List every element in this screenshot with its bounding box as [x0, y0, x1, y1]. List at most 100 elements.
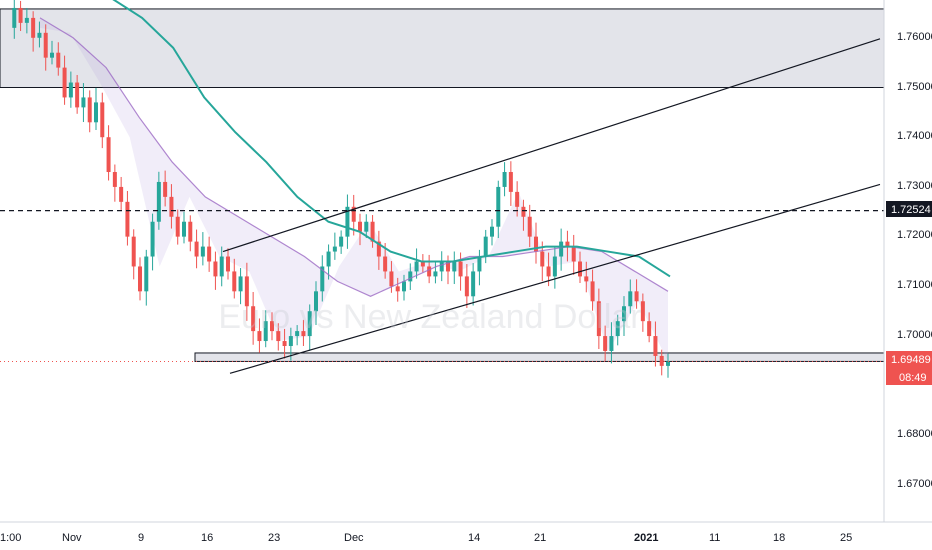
- candle-body: [502, 172, 507, 187]
- candle-body: [238, 276, 243, 292]
- candle-body: [175, 216, 180, 237]
- candle-body: [131, 236, 136, 267]
- last-price-badge: [886, 351, 932, 385]
- candle-body: [427, 266, 432, 277]
- candle-body: [169, 196, 174, 217]
- price-axis[interactable]: 1.76000 1.75000 1.74000 1.73000 1.72000 …: [897, 31, 932, 490]
- time-tick-label: Nov: [62, 532, 82, 544]
- price-tick-label: 1.68000: [897, 428, 932, 440]
- candle-body: [182, 221, 186, 237]
- candle-body: [471, 271, 476, 297]
- candle-body: [402, 281, 406, 292]
- candle-body: [590, 281, 595, 302]
- candle-body: [521, 206, 526, 217]
- candle-body: [395, 286, 400, 292]
- candle-body: [640, 301, 645, 322]
- candle-body: [213, 261, 218, 277]
- candle-body: [219, 256, 224, 277]
- candle-body: [320, 266, 325, 292]
- candle-body: [156, 181, 161, 222]
- candle-body: [332, 246, 337, 252]
- candle-body: [653, 336, 658, 356]
- price-tick-label: 1.71000: [897, 279, 932, 291]
- candle-body: [163, 181, 168, 197]
- candle-body: [603, 336, 608, 351]
- candle-body: [458, 261, 463, 277]
- candle-body: [307, 311, 312, 337]
- candle-body: [364, 221, 369, 232]
- channel-lower-line: [229, 183, 881, 374]
- time-axis[interactable]: 1:00 Nov 9 16 23 Dec 14 21 2021 11 18 25: [0, 532, 852, 544]
- candle-body: [43, 32, 48, 58]
- price-badges: 1.72524 1.69489 08:49: [886, 201, 932, 385]
- candle-body: [659, 355, 664, 366]
- candle-body: [433, 271, 438, 277]
- candle-body: [358, 221, 362, 232]
- candle-body: [596, 301, 601, 337]
- candle-body: [288, 336, 293, 347]
- countdown-badge-text: 08:49: [899, 372, 927, 384]
- candle-body: [609, 336, 614, 351]
- candle-body: [37, 32, 42, 38]
- candle-body: [276, 331, 281, 342]
- time-tick-label: 1:00: [0, 532, 21, 544]
- time-tick-label: 16: [201, 532, 213, 544]
- candle-body: [534, 236, 538, 252]
- candle-body: [578, 261, 582, 277]
- candle-body: [565, 241, 570, 247]
- price-tick-label: 1.72000: [897, 229, 932, 241]
- candles-layer: [12, 0, 670, 378]
- candle-body: [301, 331, 306, 337]
- candle-body: [370, 221, 375, 242]
- candle-body: [464, 276, 469, 297]
- candle-body: [376, 241, 381, 257]
- time-tick-label: 11: [709, 532, 720, 544]
- candle-body: [282, 341, 287, 347]
- candle-body: [483, 236, 488, 257]
- candle-body: [270, 321, 274, 332]
- time-tick-label: 25: [840, 532, 852, 544]
- candle-body: [339, 236, 344, 247]
- candle-body: [584, 276, 589, 282]
- candle-body: [200, 246, 205, 257]
- candle-body: [31, 17, 36, 38]
- candle-body: [345, 206, 350, 237]
- candle-body: [263, 321, 268, 342]
- moving-average-lines: [39, 0, 671, 297]
- channel-upper-line: [222, 38, 881, 253]
- candle-body: [68, 82, 73, 98]
- candle-body: [628, 291, 633, 307]
- candle-body: [81, 97, 86, 108]
- candle-body: [326, 251, 331, 267]
- candle-body: [622, 306, 626, 322]
- candle-body: [559, 241, 564, 257]
- time-tick-label: 2021: [634, 532, 658, 544]
- candle-body: [515, 191, 520, 207]
- time-tick-label: 14: [468, 532, 480, 544]
- candle-body: [24, 17, 29, 23]
- candle-body: [452, 261, 457, 272]
- candle-body: [18, 7, 23, 23]
- time-tick-label: 9: [138, 532, 144, 544]
- candle-body: [439, 261, 444, 272]
- candle-body: [144, 256, 149, 292]
- candle-body: [251, 306, 256, 332]
- candle-body: [647, 321, 652, 337]
- candle-body: [490, 226, 494, 237]
- symbol-watermark: Euro vs New Zealand Dollar: [218, 298, 641, 336]
- horizontal-levels-layer: [0, 209, 884, 362]
- time-tick-label: 18: [773, 532, 785, 544]
- candle-body: [408, 271, 413, 282]
- candle-body: [244, 276, 249, 307]
- trendlines-layer[interactable]: [222, 38, 881, 374]
- candle-body: [150, 221, 155, 257]
- candle-body: [100, 102, 105, 138]
- support-zone: [194, 352, 885, 362]
- candle-body: [420, 261, 425, 267]
- candle-body: [383, 256, 388, 272]
- dashed-level-badge-text: 1.72524: [891, 204, 931, 216]
- candle-body: [194, 241, 199, 257]
- candle-body: [295, 331, 300, 337]
